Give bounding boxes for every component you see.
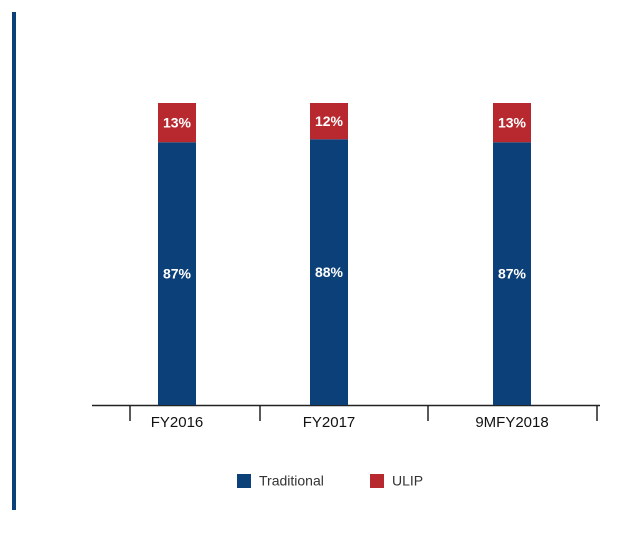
bar-segment [310, 103, 348, 140]
legend-swatch [237, 474, 251, 488]
bar-segment [158, 103, 196, 143]
bar-segment [493, 103, 531, 143]
x-tick-label: 9MFY2018 [475, 414, 548, 431]
bar-segment [310, 139, 348, 406]
data-label: 12% [315, 113, 344, 129]
bar-segment [493, 142, 531, 405]
x-tick-label: FY2017 [303, 414, 356, 431]
data-label: 13% [498, 114, 527, 130]
accent-bar [12, 12, 16, 510]
bar-segment [158, 142, 196, 405]
x-tick-label: FY2016 [151, 414, 204, 431]
legend-swatch [370, 474, 384, 488]
data-label: 13% [163, 114, 192, 130]
data-label: 87% [498, 265, 527, 281]
legend-label: ULIP [392, 473, 423, 489]
data-label: 87% [163, 265, 192, 281]
legend-label: Traditional [259, 473, 324, 489]
data-label: 88% [315, 264, 344, 280]
